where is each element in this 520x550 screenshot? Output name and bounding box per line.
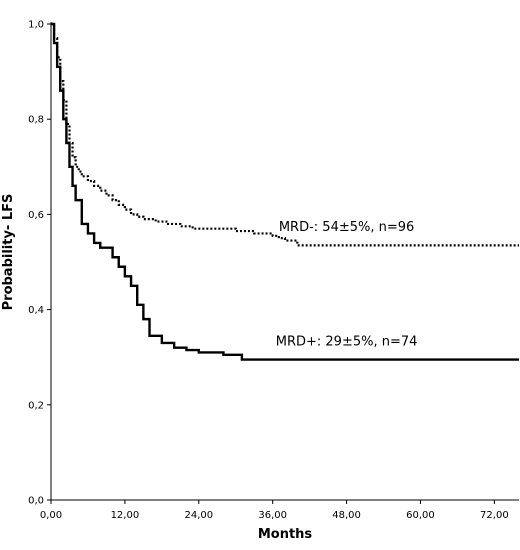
x-tick-label: 48,00 [332, 510, 361, 521]
annotation-mrd-negative: MRD-: 54±5%, n=96 [279, 220, 414, 235]
x-ticks: 0,00 12,00 24,00 36,00 48,00 60,00 72,00 [40, 500, 509, 521]
y-tick-label: 0,4 [28, 305, 44, 316]
x-tick-label: 24,00 [184, 510, 213, 521]
y-tick-label: 0,8 [28, 115, 44, 126]
series-group [51, 22, 519, 361]
axes [50, 22, 519, 501]
x-tick-label: 12,00 [111, 510, 140, 521]
y-axis-title: Probability- LFS [1, 194, 16, 311]
annotation-mrd-positive: MRD+: 29±5%, n=74 [276, 334, 418, 349]
y-tick-label: 0,0 [28, 496, 44, 507]
series-line-mrd-positive [51, 22, 519, 361]
y-tick-label: 0,2 [28, 400, 44, 411]
y-ticks: 0,0 0,2 0,4 0,6 0,8 1,0 [28, 20, 51, 507]
annotations: MRD-: 54±5%, n=96 MRD+: 29±5%, n=74 [276, 220, 418, 349]
x-tick-label: 60,00 [406, 510, 435, 521]
y-tick-label: 1,0 [28, 20, 44, 31]
series-line-mrd-negative [51, 22, 519, 247]
x-tick-label: 0,00 [40, 510, 62, 521]
x-tick-label: 72,00 [480, 510, 509, 521]
y-tick-label: 0,6 [28, 210, 44, 221]
x-tick-label: 36,00 [258, 510, 287, 521]
x-axis-title: Months [258, 527, 313, 542]
